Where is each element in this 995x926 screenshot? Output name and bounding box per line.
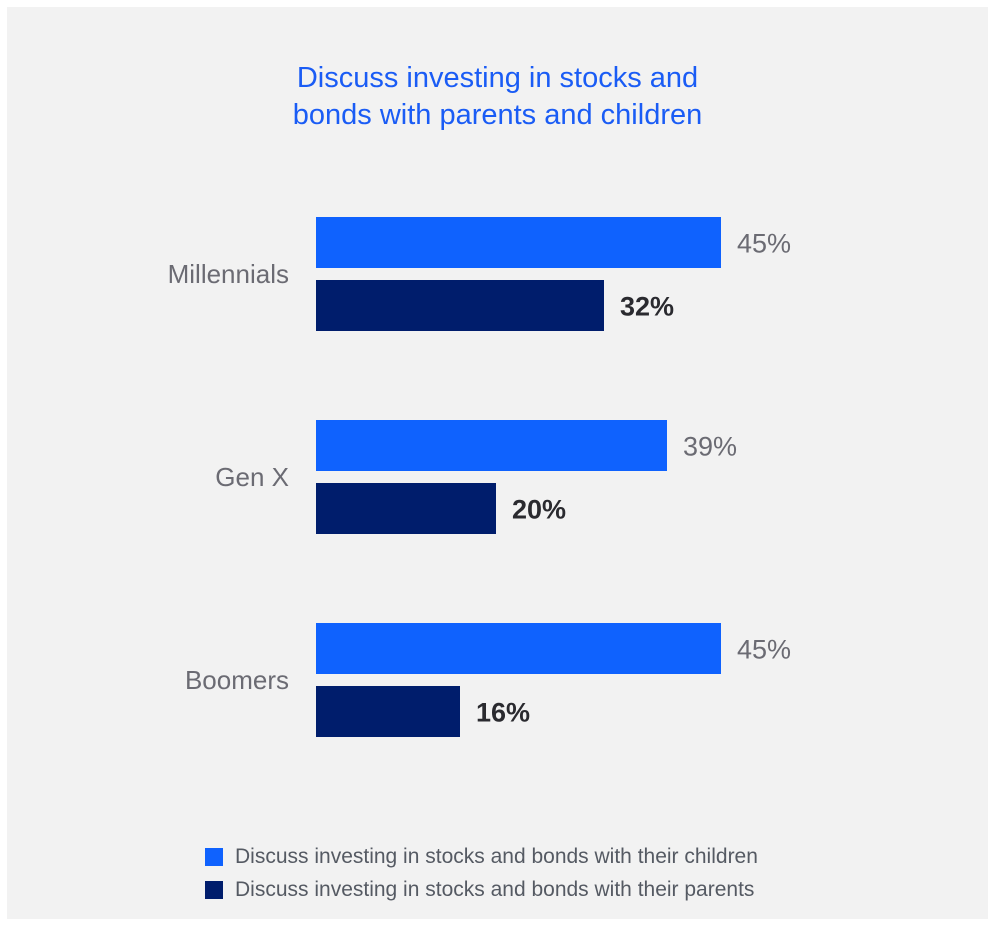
data-label-gen-x-children: 39% [683, 432, 737, 462]
legend-item-children: Discuss investing in stocks and bonds wi… [205, 840, 758, 873]
data-label-gen-x-parents: 20% [512, 495, 566, 525]
chart-legend: Discuss investing in stocks and bonds wi… [205, 840, 758, 906]
legend-item-parents: Discuss investing in stocks and bonds wi… [205, 873, 758, 906]
legend-swatch-children [205, 847, 223, 866]
bar-gen-x-parents [316, 483, 496, 534]
bar-boomers-children [316, 623, 721, 674]
bar-boomers-parents [316, 686, 460, 737]
legend-label-parents: Discuss investing in stocks and bonds wi… [235, 877, 755, 901]
bar-gen-x-children [316, 420, 667, 471]
legend-swatch-parents [205, 880, 223, 899]
data-label-millennials-parents: 32% [620, 292, 674, 322]
chart-title-line-1: Discuss investing in stocks and [296, 62, 699, 94]
category-label-gen-x: Gen X [215, 462, 289, 492]
data-label-millennials-children: 45% [737, 229, 791, 259]
category-label-millennials: Millennials [168, 259, 289, 289]
data-label-boomers-children: 45% [737, 635, 791, 665]
bar-millennials-children [316, 217, 721, 268]
chart-title-line-2: bonds with parents and children [292, 99, 703, 131]
category-label-boomers: Boomers [185, 665, 289, 695]
bar-millennials-parents [316, 280, 604, 331]
data-label-boomers-parents: 16% [476, 698, 530, 728]
legend-label-children: Discuss investing in stocks and bonds wi… [235, 844, 758, 868]
